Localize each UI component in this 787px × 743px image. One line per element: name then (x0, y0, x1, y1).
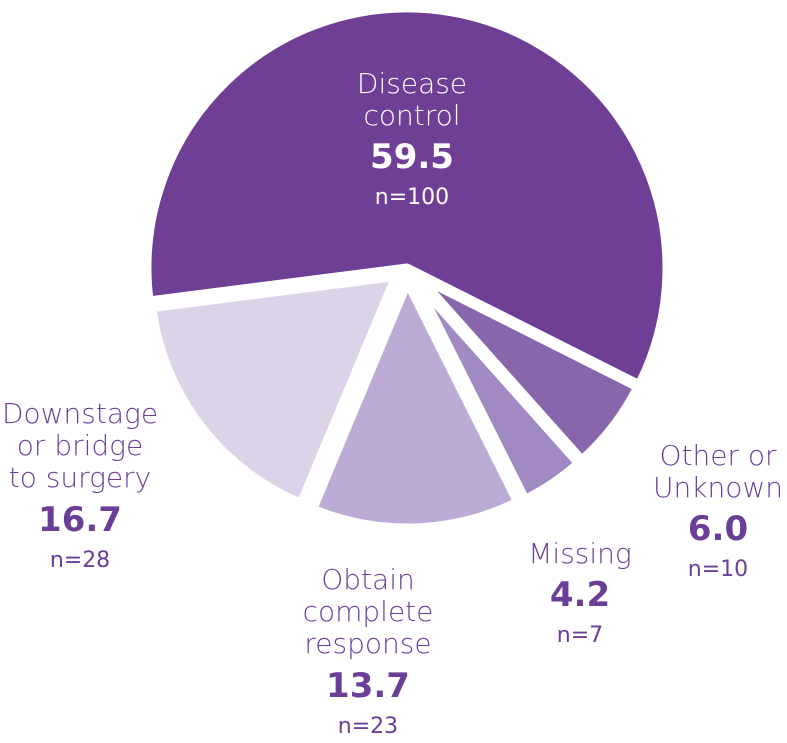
pie-slice-downstage-or-bridge-to-surgery (147, 271, 401, 509)
category-label: or bridge (16, 429, 144, 463)
count-label: n=100 (374, 185, 450, 211)
label-obtain-complete-response: Obtain complete response 13.7 n=23 (302, 563, 434, 739)
count-label: n=7 (556, 623, 604, 649)
value-label: 4.2 (549, 575, 611, 616)
value-label: 6.0 (687, 509, 749, 550)
value-label: 13.7 (326, 665, 410, 706)
count-label: n=10 (687, 557, 749, 583)
pie-slice-other-or-unknown (413, 272, 643, 465)
label-missing: Missing 4.2 n=7 (528, 537, 632, 649)
value-label: 59.5 (370, 137, 454, 178)
category-label: response (304, 627, 432, 661)
label-other-unknown: Other or Unknown 6.0 n=10 (653, 439, 783, 583)
category-label: Obtain (321, 563, 415, 596)
category-label: Disease (356, 67, 468, 100)
category-label: Unknown (653, 471, 783, 505)
count-label: n=28 (49, 547, 111, 573)
pie-slice-obtain-complete-response (308, 277, 523, 533)
count-label: n=23 (337, 713, 399, 739)
category-label: complete (302, 595, 434, 629)
pie-slice-missing (410, 275, 584, 505)
value-label: 16.7 (38, 499, 122, 540)
category-label: Missing (528, 537, 632, 570)
pie-slice-disease-control (142, 3, 672, 390)
label-downstage: Downstage or bridge to surgery 16.7 n=28 (1, 397, 159, 573)
label-disease-control: Disease control 59.5 n=100 (356, 67, 468, 211)
category-label: to surgery (8, 461, 152, 495)
category-label: Other or (659, 439, 777, 472)
category-label: Downstage (1, 397, 159, 430)
category-label: control (363, 99, 461, 133)
